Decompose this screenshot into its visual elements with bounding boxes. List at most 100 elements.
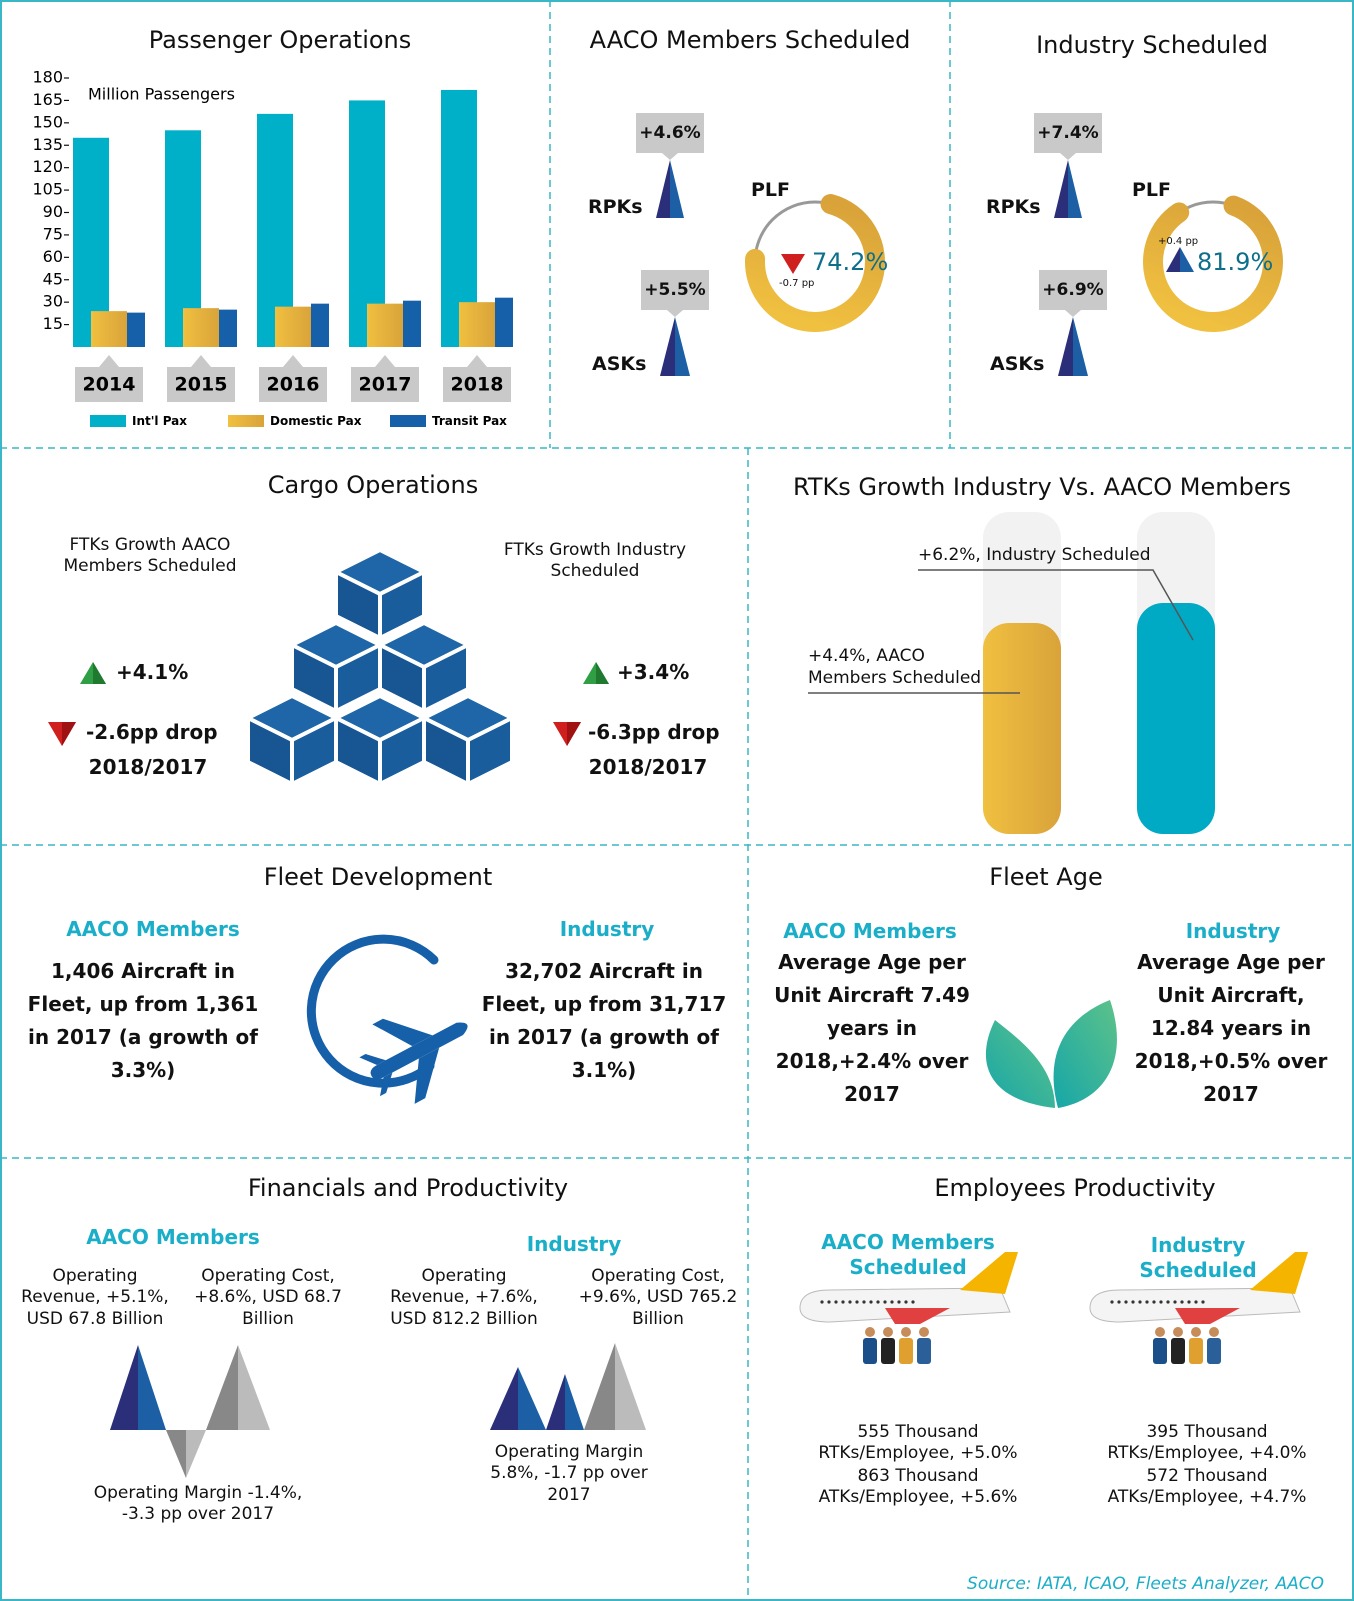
crew-head	[1191, 1327, 1201, 1337]
plf-change: -0.7 pp	[779, 278, 814, 289]
group-heading: AACO Members	[66, 917, 240, 942]
crew-head	[901, 1327, 911, 1337]
y-tick-label: 150	[32, 112, 63, 131]
plane-window	[876, 1300, 879, 1303]
x-tick-label: 2014	[83, 374, 136, 396]
x-tick-label: 2018	[451, 374, 504, 396]
crew-body	[1189, 1338, 1203, 1364]
bar	[403, 301, 421, 347]
section-title: Financials and Productivity	[248, 1173, 568, 1203]
crew-body	[899, 1338, 913, 1364]
y-tick-label: 75	[43, 224, 63, 243]
bar	[459, 302, 495, 347]
legend-label: Domestic Pax	[270, 414, 362, 428]
group-heading: Industry	[1186, 919, 1281, 944]
fleet-text: 1,406 Aircraft in Fleet, up from 1,361 i…	[26, 955, 261, 1087]
group-heading: Industry Scheduled	[1128, 1233, 1268, 1283]
plane-window	[1152, 1300, 1155, 1303]
rtks-label: +4.4%, AACO Members Scheduled	[808, 645, 993, 689]
bar	[367, 304, 403, 347]
plane-window	[848, 1300, 851, 1303]
cargo-growth: +3.4%	[617, 660, 689, 684]
legend-label: Transit Pax	[432, 414, 507, 428]
plane-window	[1138, 1300, 1141, 1303]
group-heading: Industry	[527, 1232, 622, 1257]
plane-window	[1124, 1300, 1127, 1303]
legend-swatch	[390, 415, 426, 427]
group-heading: AACO Members Scheduled	[813, 1230, 1003, 1280]
crew-body	[1171, 1338, 1185, 1364]
y-tick-label: 45	[43, 269, 63, 288]
plane-window	[1201, 1300, 1204, 1303]
financial-revenue: Operating Revenue, +5.1%, USD 67.8 Billi…	[15, 1266, 175, 1330]
metric-label: ASKs	[990, 353, 1044, 375]
y-tick-label: 15	[43, 314, 63, 333]
bar	[495, 298, 513, 347]
financial-margin: Operating Margin -1.4%, -3.3 pp over 201…	[93, 1483, 303, 1526]
section-title: Industry Scheduled	[1036, 30, 1268, 60]
growth-label: +6.9%	[1039, 270, 1107, 310]
plane-window	[904, 1300, 907, 1303]
financial-cost: Operating Cost, +9.6%, USD 765.2 Billion	[578, 1266, 738, 1330]
cargo-heading: FTKs Growth AACO Members Scheduled	[50, 535, 250, 578]
plane-window	[1110, 1300, 1113, 1303]
fleet-age-leaves	[986, 1000, 1117, 1108]
section-title: Passenger Operations	[149, 25, 412, 55]
financial-revenue: Operating Revenue, +7.6%, USD 812.2 Bill…	[384, 1266, 544, 1330]
plane-window	[1159, 1300, 1162, 1303]
cargo-drop: -6.3pp drop	[588, 720, 720, 744]
cargo-heading: FTKs Growth Industry Scheduled	[500, 540, 690, 583]
x-tick-label: 2017	[359, 374, 412, 396]
crew-body	[917, 1338, 931, 1364]
y-tick-label: 135	[32, 135, 63, 154]
crew-head	[1155, 1327, 1165, 1337]
rtks-label: +6.2%, Industry Scheduled	[918, 545, 1150, 565]
crew-head	[1209, 1327, 1219, 1337]
plane-window	[820, 1300, 823, 1303]
y-tick-label: 165	[32, 90, 63, 109]
section-title: AACO Members Scheduled	[590, 25, 911, 55]
source-note: Source: IATA, ICAO, Fleets Analyzer, AAC…	[967, 1574, 1324, 1594]
employee-atks: 572 Thousand ATKs/Employee, +4.7%	[1107, 1466, 1307, 1509]
y-axis-label: Million Passengers	[88, 85, 235, 104]
plane-window	[911, 1300, 914, 1303]
legend-swatch	[228, 415, 264, 427]
plane-window	[1194, 1300, 1197, 1303]
y-tick-label: 105	[32, 180, 63, 199]
x-tick-label: 2016	[267, 374, 320, 396]
plane-window	[862, 1300, 865, 1303]
crew-head	[865, 1327, 875, 1337]
cargo-cubes	[248, 550, 512, 784]
group-heading: Industry	[560, 917, 655, 942]
crew-body	[863, 1338, 877, 1364]
plane-window	[1145, 1300, 1148, 1303]
bar	[183, 308, 219, 347]
section-title: RTKs Growth Industry Vs. AACO Members	[793, 472, 1291, 502]
legend-label: Int'l Pax	[132, 414, 187, 428]
metric-label: PLF	[751, 179, 790, 201]
plane-window	[827, 1300, 830, 1303]
plane-window	[897, 1300, 900, 1303]
cargo-growth: +4.1%	[116, 660, 188, 684]
plane-window	[855, 1300, 858, 1303]
graphics: Million Passengers1530456075901051201351…	[0, 0, 1354, 1601]
plf-value: 74.2%	[812, 248, 888, 276]
crew-body	[881, 1338, 895, 1364]
group-heading: AACO Members	[783, 919, 957, 944]
plane-window	[1187, 1300, 1190, 1303]
financial-margin: Operating Margin 5.8%, -1.7 pp over 2017	[484, 1442, 654, 1506]
y-tick-label: 90	[43, 202, 63, 221]
plane-window	[1166, 1300, 1169, 1303]
bar	[311, 304, 329, 347]
y-tick-label: 30	[43, 292, 63, 311]
bar	[91, 311, 127, 347]
legend-swatch	[90, 415, 126, 427]
plane-window	[1131, 1300, 1134, 1303]
bar	[219, 310, 237, 347]
cargo-period: 2018/2017	[589, 755, 708, 780]
fleet-age-text: Average Age per Unit Aircraft, 12.84 yea…	[1126, 946, 1336, 1111]
crew-body	[1207, 1338, 1221, 1364]
fleet-age-text: Average Age per Unit Aircraft 7.49 years…	[772, 946, 972, 1111]
plf-change: +0.4 pp	[1158, 236, 1198, 247]
plane-window	[841, 1300, 844, 1303]
